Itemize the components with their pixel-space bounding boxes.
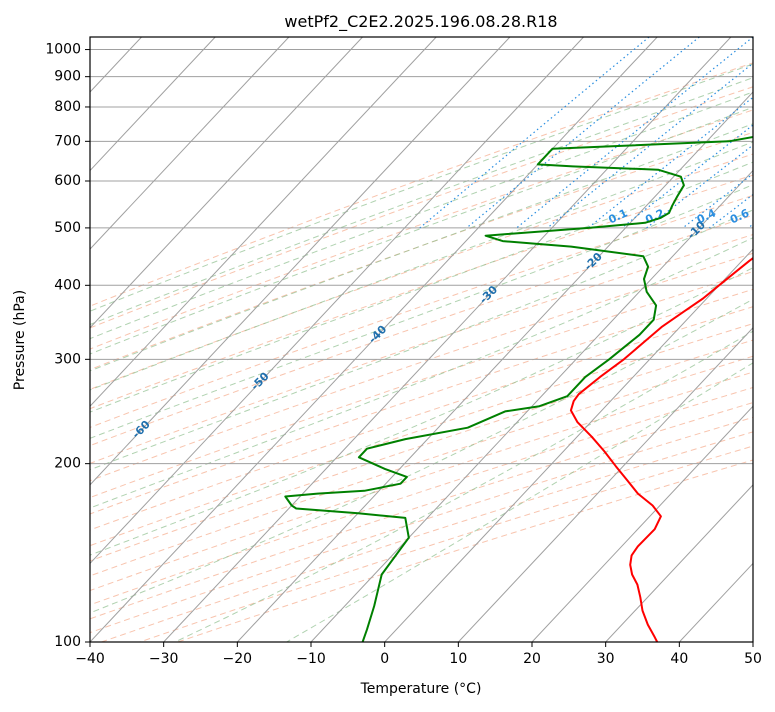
x-axis-label: Temperature (°C)	[360, 681, 482, 697]
x-tick-label: −20	[223, 651, 253, 667]
y-tick-label: 100	[54, 634, 81, 650]
x-tick-label: 20	[523, 651, 541, 667]
x-tick-label: 0	[380, 651, 389, 667]
y-tick-label: 900	[54, 69, 81, 85]
chart-title: wetPf2_C2E2.2025.196.08.28.R18	[284, 12, 557, 32]
x-tick-label: −30	[149, 651, 179, 667]
x-tick-label: 50	[744, 651, 762, 667]
x-tick-label: 10	[449, 651, 467, 667]
x-tick-label: 40	[670, 651, 688, 667]
y-axis-label: Pressure (hPa)	[12, 290, 28, 390]
y-tick-label: 400	[54, 277, 81, 293]
x-tick-label: −40	[75, 651, 105, 667]
y-tick-label: 1000	[45, 42, 81, 58]
y-tick-label: 800	[54, 99, 81, 115]
y-tick-label: 600	[54, 173, 81, 189]
y-tick-label: 500	[54, 220, 81, 236]
y-tick-label: 300	[54, 351, 81, 367]
x-tick-label: 30	[597, 651, 615, 667]
x-tick-label: −10	[296, 651, 326, 667]
y-tick-label: 700	[54, 133, 81, 149]
y-tick-label: 200	[54, 456, 81, 472]
